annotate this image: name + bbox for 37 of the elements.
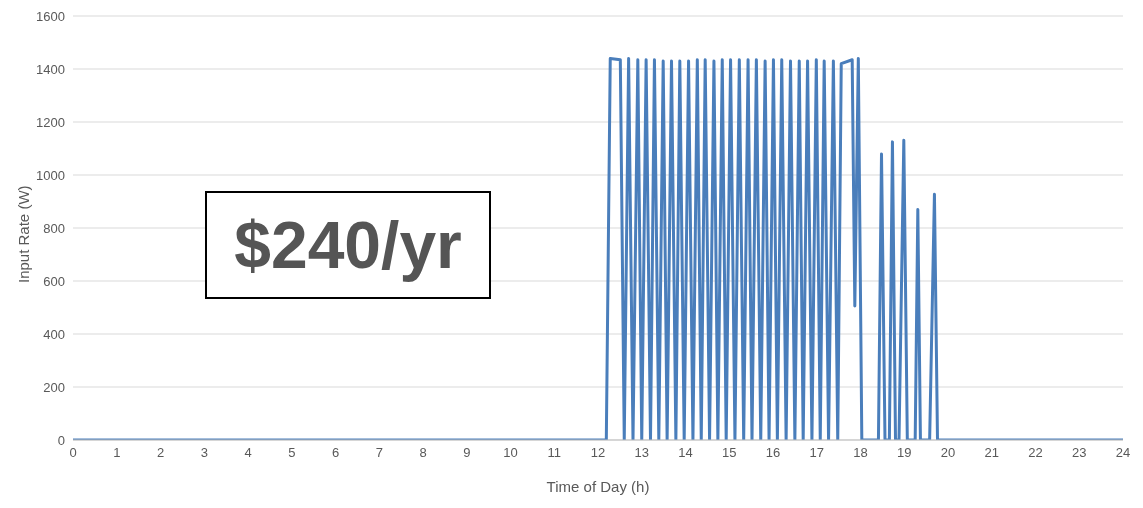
x-tick-label: 11 <box>547 445 561 461</box>
x-tick-label: 19 <box>897 445 912 461</box>
y-tick-label: 400 <box>43 326 65 342</box>
x-tick-label: 23 <box>1072 445 1087 461</box>
x-tick-label: 15 <box>722 445 737 461</box>
y-tick-label: 800 <box>43 220 65 236</box>
x-tick-label: 16 <box>765 445 781 461</box>
x-tick-label: 12 <box>590 445 606 461</box>
x-tick-label: 2 <box>156 445 165 461</box>
y-tick-label: 1600 <box>36 8 65 24</box>
x-tick-label: 17 <box>809 445 824 461</box>
x-tick-label: 21 <box>984 445 999 461</box>
annotation: $240/yr <box>205 191 491 299</box>
y-tick-label: 1200 <box>36 114 65 130</box>
x-tick-label: 20 <box>940 445 956 461</box>
x-tick-label: 6 <box>331 445 340 461</box>
x-tick-label: 3 <box>200 445 208 461</box>
x-tick-label: 9 <box>463 445 471 461</box>
x-tick-label: 7 <box>375 445 383 461</box>
x-tick-label: 14 <box>678 445 693 461</box>
y-axis-title: Input Rate (W) <box>15 185 33 283</box>
x-tick-label: 5 <box>288 445 296 461</box>
x-tick-label: 18 <box>853 445 868 461</box>
y-tick-label: 1000 <box>36 167 65 183</box>
x-axis-title: Time of Day (h) <box>546 478 650 495</box>
x-tick-label: 22 <box>1028 445 1043 461</box>
x-tick-label: 1 <box>113 445 121 461</box>
x-tick-label: 0 <box>69 445 77 461</box>
x-tick-label: 8 <box>419 445 427 461</box>
x-tick-label: 10 <box>503 445 518 461</box>
y-tick-label: 1400 <box>36 61 65 77</box>
x-tick-label: 13 <box>634 445 649 461</box>
x-tick-label: 4 <box>244 445 252 461</box>
y-tick-label: 200 <box>43 379 65 395</box>
x-tick-label: 24 <box>1115 445 1131 461</box>
y-tick-label: 0 <box>57 432 65 448</box>
y-tick-label: 600 <box>43 273 65 289</box>
